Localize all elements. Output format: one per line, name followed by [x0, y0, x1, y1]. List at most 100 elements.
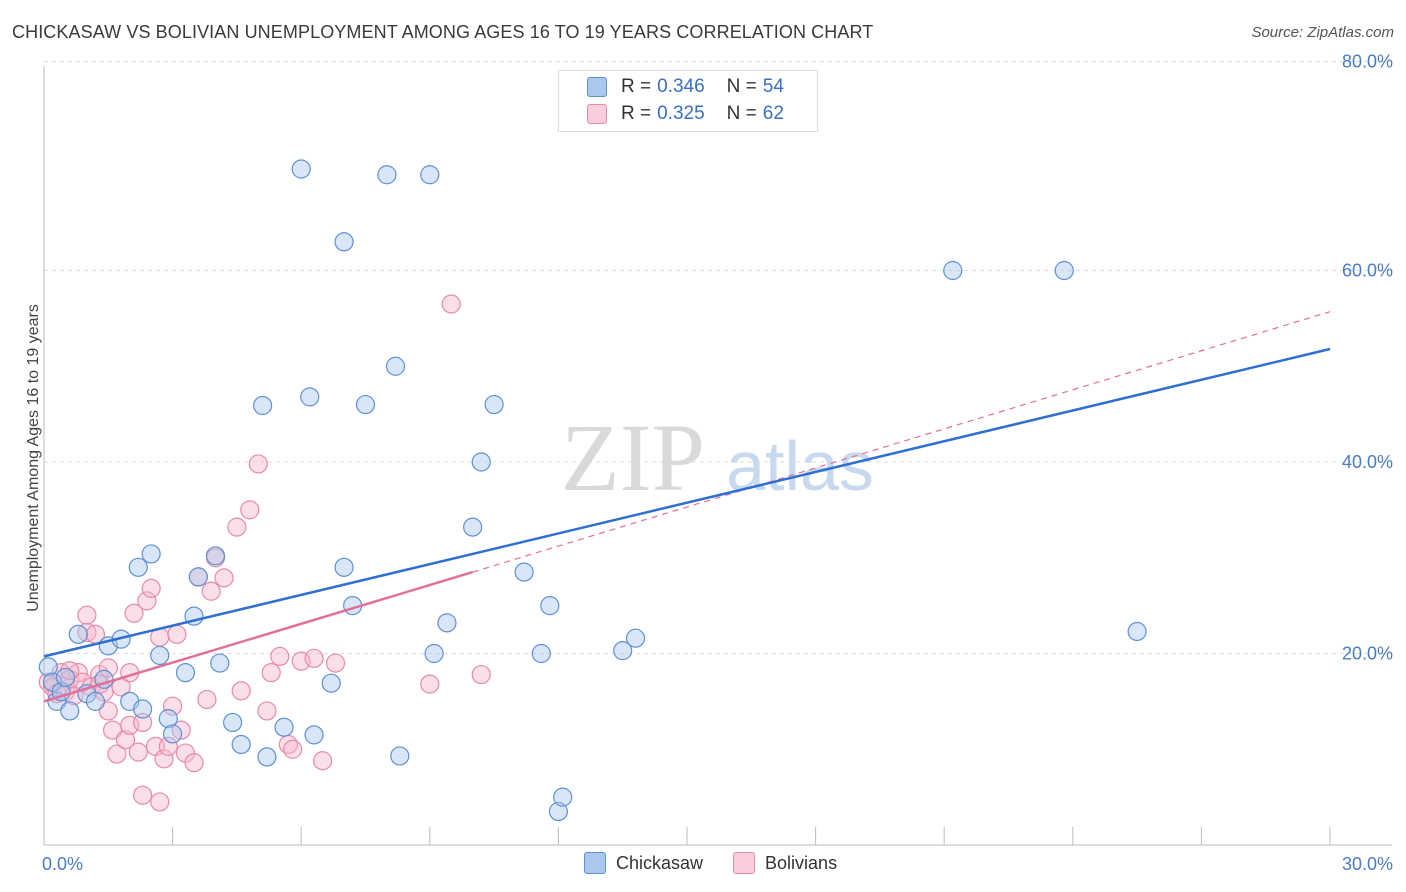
- chickasaw-point: [463, 517, 483, 537]
- axes: [43, 66, 1392, 846]
- chickasaw-point: [231, 734, 251, 755]
- chickasaw-point: [188, 567, 208, 587]
- legend-row-chickasaw: R = 0.346 N = 54: [587, 74, 784, 100]
- series-legend: Chickasaw Bolivians: [584, 852, 867, 874]
- chickasaw-point: [1127, 621, 1147, 642]
- chickasaw-point: [390, 746, 410, 766]
- bolivians-point: [184, 753, 204, 773]
- y-tick-label: 60.0%: [1342, 261, 1393, 281]
- chickasaw-points: [38, 159, 1147, 822]
- legend-n-label: N =: [726, 103, 757, 124]
- chickasaw-point: [68, 624, 88, 644]
- bolivians-point: [240, 500, 260, 520]
- bolivians-point: [107, 744, 127, 764]
- chickasaw-point: [334, 232, 354, 252]
- bolivians-point: [77, 605, 97, 625]
- bolivians-point: [163, 696, 183, 716]
- chickasaw-point: [385, 356, 406, 376]
- watermark-atlas: atlas: [726, 427, 874, 505]
- chickasaw-point: [291, 159, 311, 179]
- trend-lines: [43, 311, 1331, 703]
- chickasaw-point: [141, 544, 161, 564]
- chickasaw-point: [471, 452, 491, 472]
- y-tick-label: 20.0%: [1342, 644, 1393, 664]
- chickasaw-point: [304, 725, 324, 745]
- x-tick-label: 30.0%: [1342, 854, 1393, 874]
- legend-n-label: N =: [726, 76, 757, 97]
- bolivians-point: [167, 624, 187, 644]
- chart-title: CHICKASAW VS BOLIVIAN UNEMPLOYMENT AMONG…: [12, 22, 874, 42]
- chickasaw-point: [38, 657, 58, 677]
- watermark-zip: ZIP: [561, 404, 705, 511]
- chickasaw-point: [253, 395, 273, 416]
- bolivians-point: [154, 749, 174, 769]
- bolivians-point: [325, 653, 346, 673]
- legend-n-value: 54: [762, 76, 784, 97]
- bolivians-point: [98, 658, 118, 678]
- chickasaw-swatch: [587, 77, 607, 97]
- chickasaw-point: [321, 673, 341, 693]
- y-tick-label: 80.0%: [1342, 52, 1393, 72]
- bolivians-point: [128, 742, 148, 762]
- chickasaw-point: [175, 663, 196, 683]
- bolivians-points: [38, 294, 491, 812]
- bolivians-point: [420, 674, 440, 694]
- chickasaw-point: [128, 557, 148, 577]
- legend-r-label: R =: [621, 76, 652, 97]
- chickasaw-point: [540, 596, 560, 616]
- bolivians-point: [441, 294, 461, 314]
- source-label: Source: ZipAtlas.com: [1251, 24, 1394, 41]
- bolivians-swatch: [733, 852, 756, 874]
- chickasaw-point: [85, 691, 106, 711]
- chickasaw-point: [437, 613, 457, 633]
- bolivians-point: [158, 736, 178, 756]
- bolivians-point: [197, 689, 217, 710]
- bolivians-point: [150, 792, 170, 812]
- watermark: ZIP atlas: [561, 404, 874, 511]
- legend-label-bolivians: Bolivians: [765, 852, 838, 873]
- chickasaw-point: [553, 787, 573, 807]
- chickasaw-point: [132, 699, 153, 719]
- bolivians-point: [257, 701, 277, 721]
- bolivians-point: [248, 454, 268, 474]
- axis-ticks: 20.0% 40.0% 60.0% 80.0% 0.0% 30.0%: [42, 52, 1393, 875]
- bolivians-point: [214, 568, 234, 588]
- chickasaw-point: [257, 747, 277, 767]
- bolivians-point: [132, 712, 153, 733]
- chickasaw-point: [424, 643, 444, 664]
- legend-r-label: R =: [621, 103, 652, 124]
- chickasaw-point: [205, 546, 226, 566]
- y-axis-label: Unemployment Among Ages 16 to 19 years: [25, 304, 42, 612]
- chickasaw-point: [334, 557, 354, 577]
- bolivians-trend-line: [43, 570, 474, 703]
- chickasaw-point: [60, 701, 80, 721]
- chickasaw-point: [613, 641, 633, 661]
- chickasaw-point: [355, 394, 376, 415]
- legend-item-bolivians: Bolivians: [733, 852, 837, 874]
- chickasaw-point: [377, 165, 397, 185]
- chickasaw-point: [625, 628, 646, 648]
- chickasaw-point: [1054, 260, 1074, 281]
- bolivians-point: [132, 785, 153, 805]
- bolivians-point: [115, 730, 136, 750]
- legend-row-bolivians: R = 0.325 N = 62: [587, 101, 784, 127]
- chickasaw-point: [55, 667, 76, 688]
- bolivians-point: [304, 648, 324, 668]
- chickasaw-swatch: [584, 852, 606, 874]
- y-tick-label: 40.0%: [1342, 452, 1393, 472]
- stats-legend: R = 0.346 N = 54 R = 0.325 N = 62: [558, 70, 818, 132]
- bolivians-point: [231, 681, 251, 701]
- legend-item-chickasaw: Chickasaw: [584, 852, 703, 874]
- legend-r-value: 0.325: [657, 103, 705, 124]
- grid-lines: [44, 61, 1392, 846]
- chickasaw-point: [158, 709, 178, 729]
- chickasaw-point: [531, 643, 551, 664]
- chickasaw-point: [163, 724, 183, 744]
- x-tick-label: 0.0%: [42, 854, 83, 874]
- chickasaw-point: [300, 387, 320, 407]
- bolivians-point: [141, 578, 161, 598]
- chickasaw-point: [274, 717, 294, 737]
- chickasaw-point: [484, 394, 504, 415]
- chickasaw-point: [943, 260, 963, 281]
